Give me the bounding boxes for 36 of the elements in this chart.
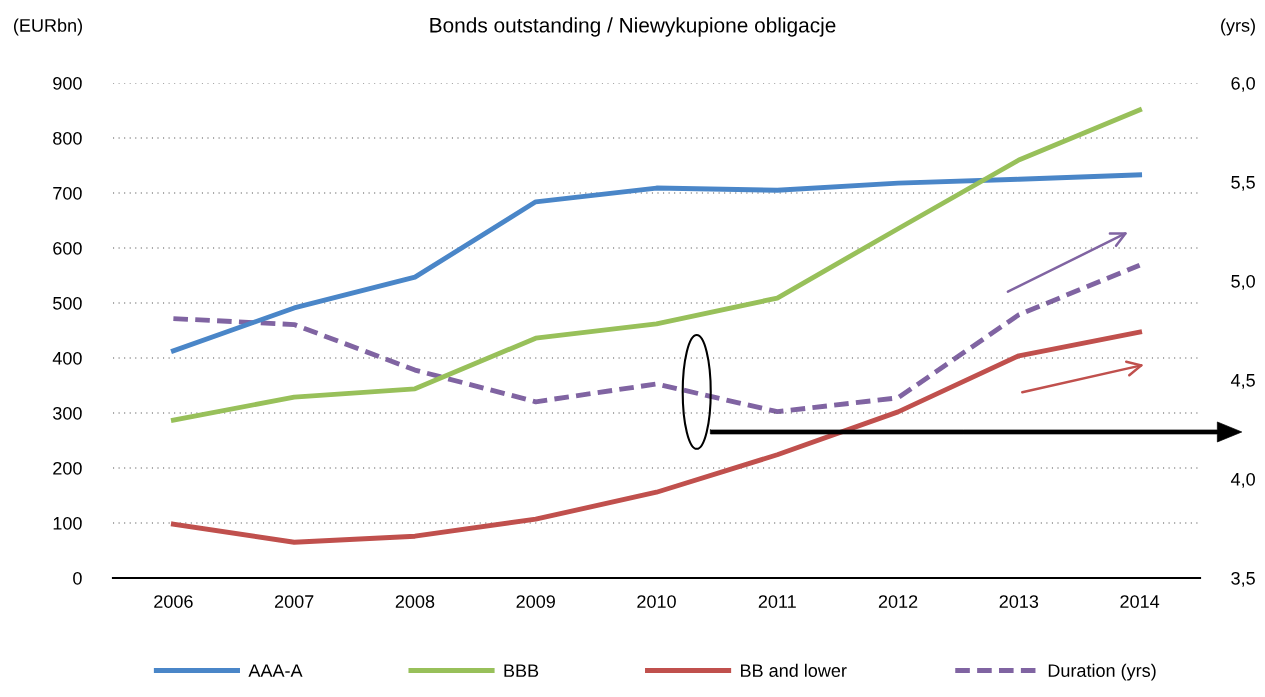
x-tick-label: 2006 — [154, 595, 193, 608]
line-series — [170, 172, 1143, 354]
y-tick-label: 300 — [53, 406, 82, 420]
legend-label: Duration (yrs) — [1048, 663, 1156, 681]
x-tick-label: 2013 — [999, 595, 1039, 608]
y2-tick-label: 3,5 — [1231, 571, 1255, 587]
y2-tick-label: 5,0 — [1231, 274, 1255, 290]
line-series — [170, 262, 1143, 415]
y-tick-label: 0 — [73, 571, 82, 585]
y-tick-label: 600 — [53, 241, 82, 255]
y-tick-label: 700 — [53, 186, 82, 200]
y2-tick-label: 4,5 — [1230, 374, 1255, 389]
x-tick-label: 2014 — [1120, 595, 1160, 608]
legend-label: AAA-A — [248, 664, 303, 677]
x-tick-label: 2011 — [758, 595, 796, 608]
legend-label: BB and lower — [741, 663, 847, 677]
y-tick-label: 400 — [52, 351, 82, 365]
y-axis-title: (EURbn) — [14, 18, 82, 36]
x-tick-label: 2012 — [878, 595, 918, 608]
y2-tick-label: 5,5 — [1231, 176, 1255, 191]
y-tick-label: 800 — [53, 131, 82, 145]
y-tick-label: 200 — [53, 461, 82, 475]
x-tick-label: 2010 — [637, 595, 676, 608]
chart-title: Bonds outstanding / Niewykupione obligacje — [430, 17, 836, 37]
y2-tick-label: 6,0 — [1231, 76, 1255, 92]
y2-axis-title: (yrs) — [1221, 18, 1255, 36]
y-tick-label: 100 — [53, 516, 82, 530]
y2-tick-label: 4,0 — [1230, 472, 1255, 488]
line-series — [170, 329, 1143, 545]
x-tick-label: 2008 — [395, 595, 435, 608]
x-tick-label: 2009 — [516, 595, 555, 608]
line-series — [170, 107, 1143, 423]
y-tick-label: 500 — [53, 296, 82, 310]
y-tick-label: 900 — [53, 76, 82, 90]
x-tick-label: 2007 — [274, 595, 314, 608]
legend-label: BBB — [504, 664, 539, 677]
